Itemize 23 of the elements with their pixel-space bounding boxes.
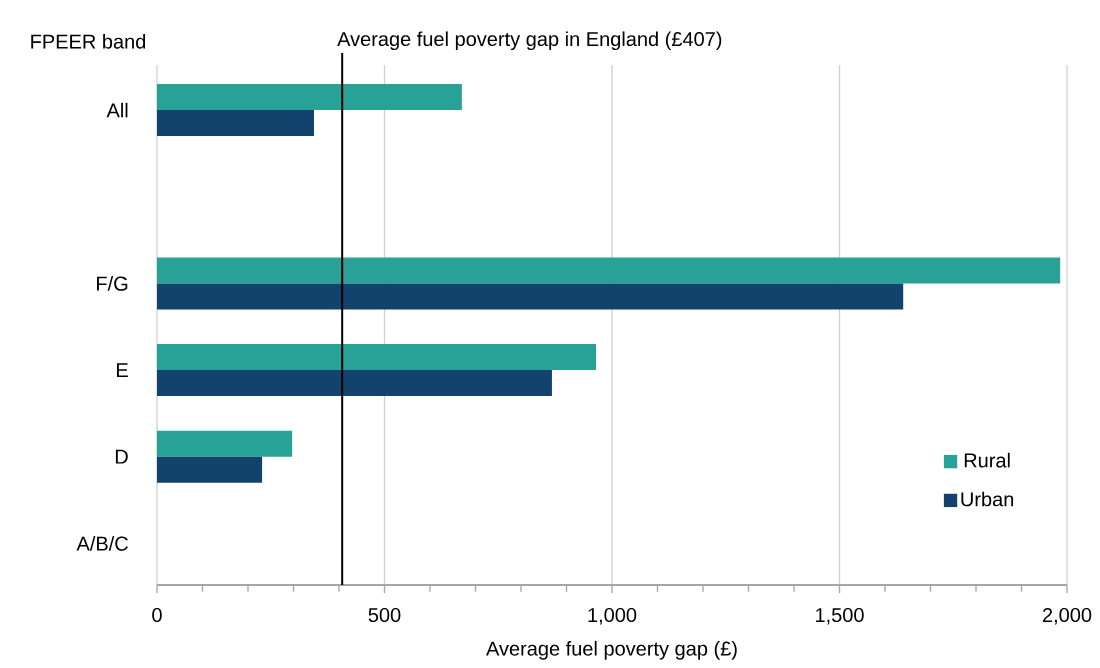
x-tick-label: 1,500 xyxy=(816,607,864,625)
y-tick-label: E xyxy=(117,363,128,377)
bar xyxy=(157,84,462,111)
y-tick-label: F/G xyxy=(97,276,128,291)
x-tick-label: 1,000 xyxy=(588,607,637,625)
ref-line-label: Average fuel poverty gap in England (£407) xyxy=(337,31,722,51)
x-tick-label: 2,000 xyxy=(1042,607,1092,625)
x-tick-label: 500 xyxy=(368,607,401,623)
bar xyxy=(157,456,263,483)
y-axis-title: FPEER band xyxy=(31,33,146,49)
x-axis-title: Average fuel poverty gap (£) xyxy=(486,641,737,660)
legend-label: Rural xyxy=(964,452,1010,468)
bar xyxy=(157,344,597,371)
bar xyxy=(157,430,293,457)
bar xyxy=(157,257,1061,284)
y-tick-label: D xyxy=(115,449,128,464)
bar xyxy=(157,283,904,310)
legend-label: Urban xyxy=(961,491,1014,507)
x-tick-label: 0 xyxy=(152,607,162,623)
y-tick-label: A/B/C xyxy=(76,536,128,551)
bar xyxy=(157,370,552,397)
y-tick-label: All xyxy=(106,102,128,118)
bar xyxy=(157,110,314,137)
